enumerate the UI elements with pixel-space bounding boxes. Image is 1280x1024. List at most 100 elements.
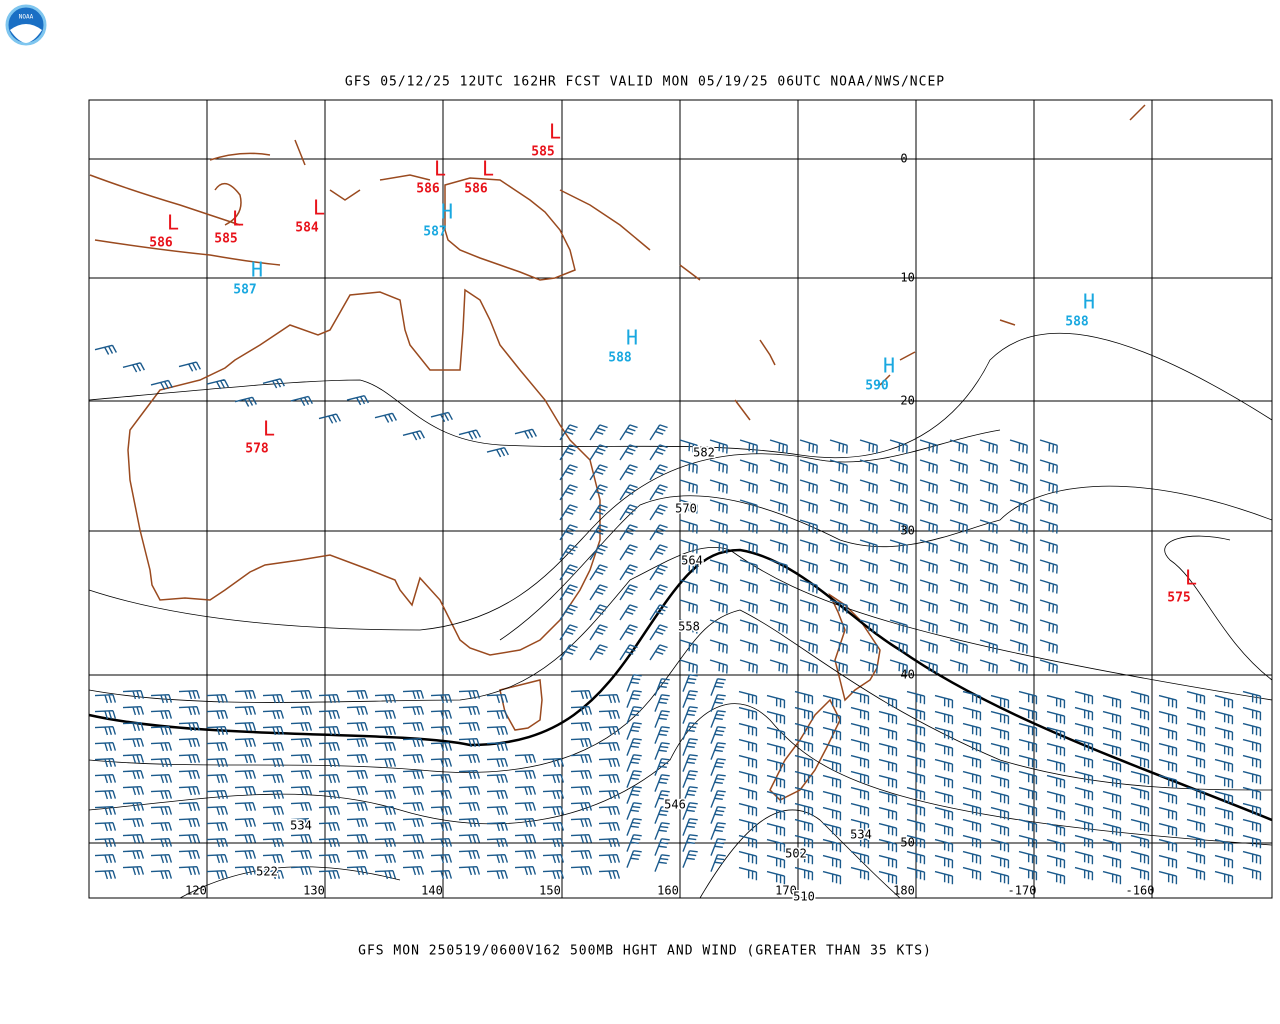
center-symbol: H [626, 326, 638, 350]
wind-barb [598, 773, 621, 784]
wind-barb [850, 866, 870, 881]
wind-barb [234, 865, 257, 876]
wind-barb [559, 524, 578, 541]
wind-barb [878, 726, 898, 741]
wind-barb [1186, 866, 1206, 881]
wind-barb [990, 822, 1010, 837]
wind-barb [794, 834, 814, 849]
wind-barb [859, 639, 878, 654]
wind-barb [178, 721, 201, 732]
wind-barb [682, 850, 698, 868]
wind-barb [1186, 818, 1206, 833]
wind-barb [769, 499, 788, 514]
wind-barb [1102, 822, 1122, 837]
contour-label: 546 [664, 798, 686, 812]
wind-barb [1039, 619, 1058, 634]
wind-barb [766, 694, 786, 709]
wind-barb [402, 753, 425, 764]
wind-barb [290, 721, 313, 732]
wind-barb [794, 850, 814, 865]
wind-barb [514, 833, 537, 844]
wind-barb [430, 411, 453, 423]
wind-barb [738, 834, 758, 849]
wind-barb [766, 774, 786, 789]
wind-barb [262, 709, 285, 720]
wind-barb [979, 579, 998, 594]
wind-barb [206, 773, 229, 784]
wind-barb [878, 774, 898, 789]
wind-barb [654, 774, 670, 792]
wind-barb [374, 773, 397, 784]
wind-barb [346, 833, 369, 844]
wind-barb [850, 850, 870, 865]
wind-barb [1214, 726, 1234, 741]
center-value: 584 [295, 221, 319, 236]
wind-barb [570, 833, 593, 844]
wind-barb [589, 484, 608, 501]
wind-barb [486, 709, 509, 720]
wind-barb [1018, 850, 1038, 865]
wind-barb [458, 429, 481, 440]
wind-barb [458, 737, 481, 748]
wind-barb [598, 869, 621, 880]
contour-label: 558 [678, 620, 700, 634]
wind-barb [262, 853, 285, 864]
wind-barb [486, 805, 509, 816]
wind-barb [589, 524, 608, 541]
wind-barb [402, 817, 425, 828]
wind-barb [906, 850, 926, 865]
map-caption: GFS MON 250519/0600V162 500MB HGHT AND W… [358, 944, 932, 959]
wind-barb [794, 818, 814, 833]
wind-barb [1102, 854, 1122, 869]
wind-barb [1214, 854, 1234, 869]
wind-barb [559, 584, 578, 601]
wind-barb [906, 786, 926, 801]
wind-barb [1242, 802, 1262, 817]
wind-barb [486, 869, 509, 880]
wind-barb [542, 837, 565, 848]
wind-barb [1242, 770, 1262, 785]
wind-barb [850, 802, 870, 817]
wind-barb [486, 837, 509, 848]
wind-barb [822, 742, 842, 757]
wind-barb [919, 619, 938, 634]
wind-barb [799, 599, 818, 614]
contour-label: 510 [793, 890, 815, 904]
wind-barb [794, 690, 814, 705]
wind-barb [150, 789, 173, 800]
wind-barb [514, 849, 537, 860]
wind-barb [934, 790, 954, 805]
wind-barb [430, 869, 453, 880]
wind-barb [1158, 822, 1178, 837]
wind-barb [458, 849, 481, 860]
wind-barb [710, 854, 726, 872]
wind-barb [402, 705, 425, 716]
wind-barb [486, 725, 509, 736]
wind-barb [598, 821, 621, 832]
wind-barb [559, 484, 578, 501]
wind-barb [709, 619, 728, 634]
wind-barb [679, 579, 698, 594]
wind-barb [122, 769, 145, 780]
wind-barb [94, 741, 117, 752]
wind-barb [1130, 818, 1150, 833]
wind-barb [178, 769, 201, 780]
wind-barb [1186, 706, 1206, 721]
wind-barb [374, 412, 397, 423]
wind-barb [1074, 722, 1094, 737]
center-value: 575 [1167, 591, 1190, 606]
wind-barb [654, 742, 670, 760]
wind-barb [542, 773, 565, 784]
wind-barb [559, 444, 578, 461]
center-symbol: L [313, 196, 325, 220]
wind-barb [94, 805, 117, 816]
wind-barb [766, 726, 786, 741]
wind-barb [822, 774, 842, 789]
wind-barb [889, 439, 908, 454]
wind-barb [1102, 726, 1122, 741]
wind-barb [822, 758, 842, 773]
wind-barb [626, 722, 642, 740]
wind-barb [889, 599, 908, 614]
contour-label: 570 [675, 502, 697, 516]
